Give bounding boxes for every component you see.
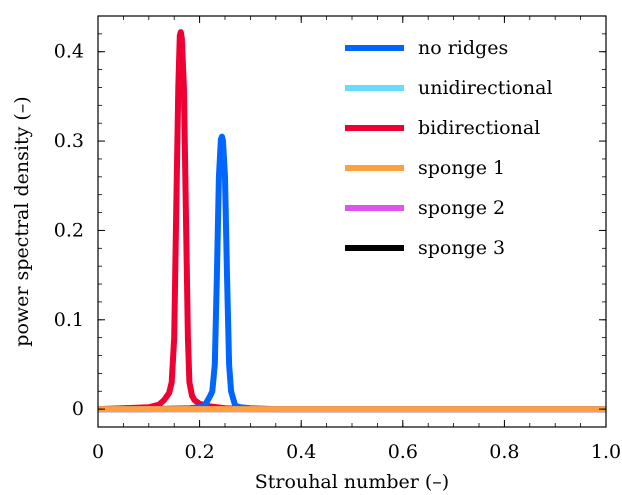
tick-layer: 0 0.2 0.4 0.6 0.8 1.0 0 0.1 0.2 0.3 0.4 <box>54 15 621 463</box>
x-tick-label: 0.6 <box>388 441 418 463</box>
legend-label-sponge-1: sponge 1 <box>418 157 505 179</box>
y-tick-label: 0.2 <box>54 219 84 241</box>
legend-label-sponge-2: sponge 2 <box>418 197 505 219</box>
legend-label-no-ridges: no ridges <box>418 37 508 59</box>
legend-label-unidirectional: unidirectional <box>418 77 553 99</box>
legend-label-bidirectional: bidirectional <box>418 117 540 139</box>
y-tick-label: 0.4 <box>54 41 84 63</box>
legend: no ridges unidirectional bidirectional spon… <box>345 37 553 259</box>
x-axis-label: Strouhal number (–) <box>255 471 449 493</box>
y-tick-label: 0 <box>72 398 84 420</box>
y-axis-label: power spectral density (–) <box>11 96 33 346</box>
x-tick-label: 0 <box>92 441 104 463</box>
series-layer <box>97 29 606 413</box>
x-tick-label: 0.8 <box>489 441 519 463</box>
x-tick-label: 0.4 <box>286 441 316 463</box>
x-tick-label: 1.0 <box>591 441 621 463</box>
x-tick-label: 0.2 <box>184 441 214 463</box>
y-tick-label: 0.3 <box>54 130 84 152</box>
y-tick-label: 0.1 <box>54 309 84 331</box>
legend-label-sponge-3: sponge 3 <box>418 237 505 259</box>
